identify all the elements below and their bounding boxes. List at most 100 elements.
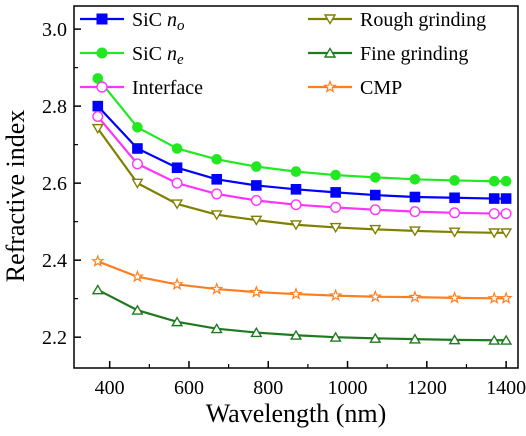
x-tick-label: 400 (95, 377, 125, 399)
data-point (500, 228, 513, 239)
data-point (500, 193, 512, 204)
data-point (92, 100, 104, 112)
data-point (290, 184, 302, 195)
y-tick-label: 2.4 (42, 250, 67, 272)
series-line (96, 105, 507, 200)
legend-entry: SiC ne (80, 43, 184, 68)
data-point (210, 210, 223, 221)
data-point (211, 188, 223, 200)
data-point (487, 291, 501, 305)
data-point (250, 194, 262, 206)
data-point (369, 332, 382, 343)
data-point (251, 161, 262, 172)
legend-entry: Fine grinding (308, 43, 468, 65)
y-tick-label: 2.2 (42, 327, 67, 349)
legend-marker (96, 13, 108, 25)
series-0 (92, 100, 512, 204)
data-point (408, 290, 422, 303)
data-point (171, 162, 183, 174)
x-tick-label: 1000 (328, 377, 368, 399)
data-point (488, 175, 500, 187)
data-point (488, 334, 501, 345)
data-point (91, 284, 104, 295)
series-line (96, 115, 507, 215)
legend-entry: Interface (80, 77, 203, 99)
series-4 (91, 284, 513, 345)
data-point (369, 189, 381, 201)
axes: 400 600 800 1000 1200 1400 2.2 2.4 2.6 2.8 3.0 (42, 5, 526, 399)
data-point (131, 178, 144, 189)
data-point (499, 291, 513, 305)
legend-marker (96, 47, 108, 59)
series-line (96, 127, 507, 234)
data-point (488, 193, 500, 204)
series-line (97, 260, 507, 300)
x-tick-label: 1200 (407, 377, 447, 399)
data-point (91, 254, 105, 268)
series-1 (92, 73, 512, 187)
data-point (250, 215, 263, 226)
data-point (171, 316, 184, 327)
data-point (290, 199, 302, 211)
data-point (409, 173, 421, 185)
legend-marker (96, 81, 108, 93)
data-point (328, 288, 343, 302)
data-point (130, 269, 145, 283)
data-point (171, 143, 183, 154)
x-axis-label: Wavelength (nm) (206, 399, 387, 428)
data-point (330, 187, 341, 198)
data-point (330, 201, 342, 213)
series-5 (91, 254, 513, 305)
series-2 (92, 111, 512, 220)
data-point (211, 173, 223, 185)
data-point (447, 290, 462, 304)
data-point (500, 208, 512, 220)
data-point (210, 323, 223, 334)
data-point (408, 226, 421, 237)
data-point (448, 334, 461, 345)
data-point (91, 123, 104, 135)
data-point (500, 334, 513, 345)
series-layer (91, 73, 513, 345)
data-point (290, 166, 302, 177)
data-point (211, 153, 223, 165)
data-point (330, 169, 341, 181)
data-point (250, 326, 263, 338)
y-tick-label: 2.8 (42, 96, 67, 118)
data-point (369, 204, 381, 216)
data-point (289, 329, 303, 340)
data-point (171, 177, 183, 189)
legend-entry: Rough grinding (308, 9, 486, 31)
legend-label: Rough grinding (360, 9, 486, 31)
data-point (369, 172, 381, 183)
data-point (209, 281, 224, 295)
legend-label: Fine grinding (360, 43, 468, 65)
data-point (170, 277, 184, 291)
data-point (131, 158, 143, 170)
legend-label: SiC no (132, 9, 185, 34)
data-point (488, 228, 501, 239)
y-tick-label: 2.6 (42, 173, 67, 195)
data-point (449, 192, 460, 204)
plot-frame (73, 5, 519, 369)
legend-marker (323, 79, 337, 93)
data-point (448, 227, 461, 238)
legend-marker (323, 47, 337, 58)
data-point (131, 304, 144, 315)
data-point (289, 287, 303, 300)
data-point (500, 175, 512, 187)
legend-label: SiC ne (132, 43, 184, 68)
data-point (409, 191, 421, 203)
data-point (132, 122, 143, 133)
data-point (251, 180, 262, 191)
data-point (369, 224, 382, 236)
data-point (92, 111, 104, 123)
data-point (488, 208, 500, 220)
y-axis-label: Refractive index (1, 110, 30, 283)
data-point (289, 220, 303, 231)
data-point (329, 222, 342, 234)
y-tick-label: 3.0 (42, 19, 67, 41)
legend: SiC no SiC ne Interface Rough grinding Fine … (80, 9, 486, 99)
series-line (96, 77, 507, 183)
